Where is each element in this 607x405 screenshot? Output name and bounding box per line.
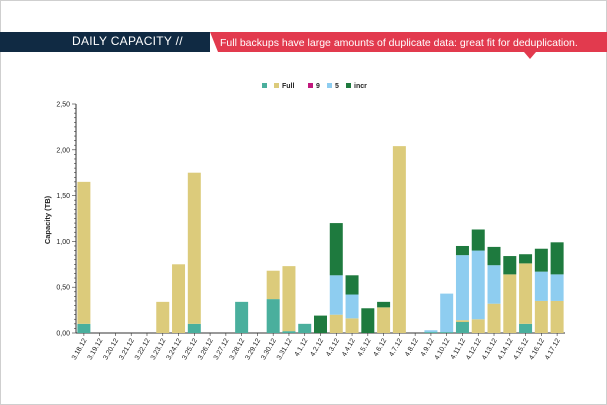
bars — [77, 146, 564, 333]
x-tick-label: 4.8.12 — [404, 337, 420, 357]
bar-segment — [487, 303, 501, 333]
bar-segment — [77, 323, 91, 333]
bar-segment — [266, 270, 280, 300]
bar-segment — [550, 274, 564, 301]
legend-swatch — [327, 83, 332, 88]
bar-segment — [455, 255, 469, 321]
bar-segment — [361, 308, 375, 333]
legend-label: incr — [354, 83, 367, 90]
bar-segment — [345, 294, 359, 319]
x-tick-label: 3.31.12 — [276, 337, 294, 361]
bar-segment — [77, 181, 91, 324]
y-tick-label: 2,50 — [56, 102, 70, 109]
bar-segment — [471, 319, 485, 333]
x-tick-label: 4.4.12 — [341, 337, 357, 357]
bar-segment — [519, 254, 533, 264]
bar-segment — [266, 299, 280, 333]
bar-segment — [392, 146, 406, 333]
y-tick-label: 0,50 — [56, 285, 70, 292]
y-tick-label: 0,00 — [56, 331, 70, 338]
bar-segment — [314, 315, 327, 333]
legend: Full 9 5 incr — [262, 83, 367, 90]
y-axis-label: Capacity (TB) — [43, 195, 52, 244]
bar-segment — [424, 330, 438, 333]
bar-segment — [282, 266, 296, 332]
bar-segment — [534, 300, 548, 333]
bar-segment — [440, 332, 454, 333]
page-title: DAILY CAPACITY // — [72, 34, 183, 48]
bar-segment — [156, 301, 170, 333]
bar-segment — [172, 264, 186, 333]
bar-segment — [455, 320, 469, 323]
tagline-banner — [210, 32, 607, 52]
x-tick-label: 4.7.12 — [388, 337, 404, 357]
legend-swatch — [346, 83, 351, 88]
x-tick-label: 4.1.12 — [294, 337, 310, 357]
y-tick-label: 2,00 — [56, 147, 70, 154]
legend-label: Full — [282, 83, 294, 90]
legend-label: 9 — [316, 83, 320, 90]
bar-segment — [377, 307, 391, 333]
bar-segment — [187, 323, 201, 333]
bar-segment — [329, 314, 343, 333]
bar-segment — [345, 275, 359, 295]
bar-segment — [550, 300, 564, 333]
bar-segment — [534, 271, 548, 301]
bar-segment — [519, 263, 533, 324]
bar-segment — [298, 323, 312, 333]
bar-segment — [471, 229, 485, 251]
bar-segment — [377, 301, 391, 308]
bar-segment — [519, 323, 533, 333]
bar-segment — [503, 256, 517, 275]
bar-segment — [471, 250, 485, 320]
bar-segment — [440, 293, 454, 333]
x-tick-label: 4.6.12 — [373, 337, 389, 357]
x-tick-label: 4.17.12 — [544, 337, 562, 361]
x-tick-label: 4.2.12 — [309, 337, 325, 357]
bar-segment — [534, 248, 548, 272]
legend-swatch — [262, 83, 267, 88]
bar-segment — [329, 275, 343, 315]
legend-swatch — [274, 83, 279, 88]
bar-segment — [424, 332, 438, 333]
title-bar — [0, 32, 210, 52]
x-tick-label: 4.5.12 — [357, 337, 373, 357]
x-tick-label: 4.3.12 — [325, 337, 341, 357]
tagline-text: Full backups have large amounts of dupli… — [220, 37, 578, 49]
bar-segment — [487, 265, 501, 304]
bar-segment — [187, 172, 201, 324]
y-tick-label: 1,00 — [56, 239, 70, 246]
bar-segment — [282, 331, 296, 333]
bar-segment — [455, 322, 469, 333]
x-tick-label: 4.9.12 — [420, 337, 436, 357]
legend-label: 5 — [335, 83, 339, 90]
bar-segment — [455, 245, 469, 256]
bar-segment — [487, 246, 501, 266]
bar-segment — [235, 301, 249, 333]
bar-segment — [550, 242, 564, 275]
banner-pointer — [524, 52, 536, 59]
legend-swatch — [308, 83, 313, 88]
bar-segment — [329, 223, 343, 276]
bar-segment — [503, 274, 517, 333]
bar-segment — [345, 318, 359, 333]
y-tick-label: 1,50 — [56, 193, 70, 200]
